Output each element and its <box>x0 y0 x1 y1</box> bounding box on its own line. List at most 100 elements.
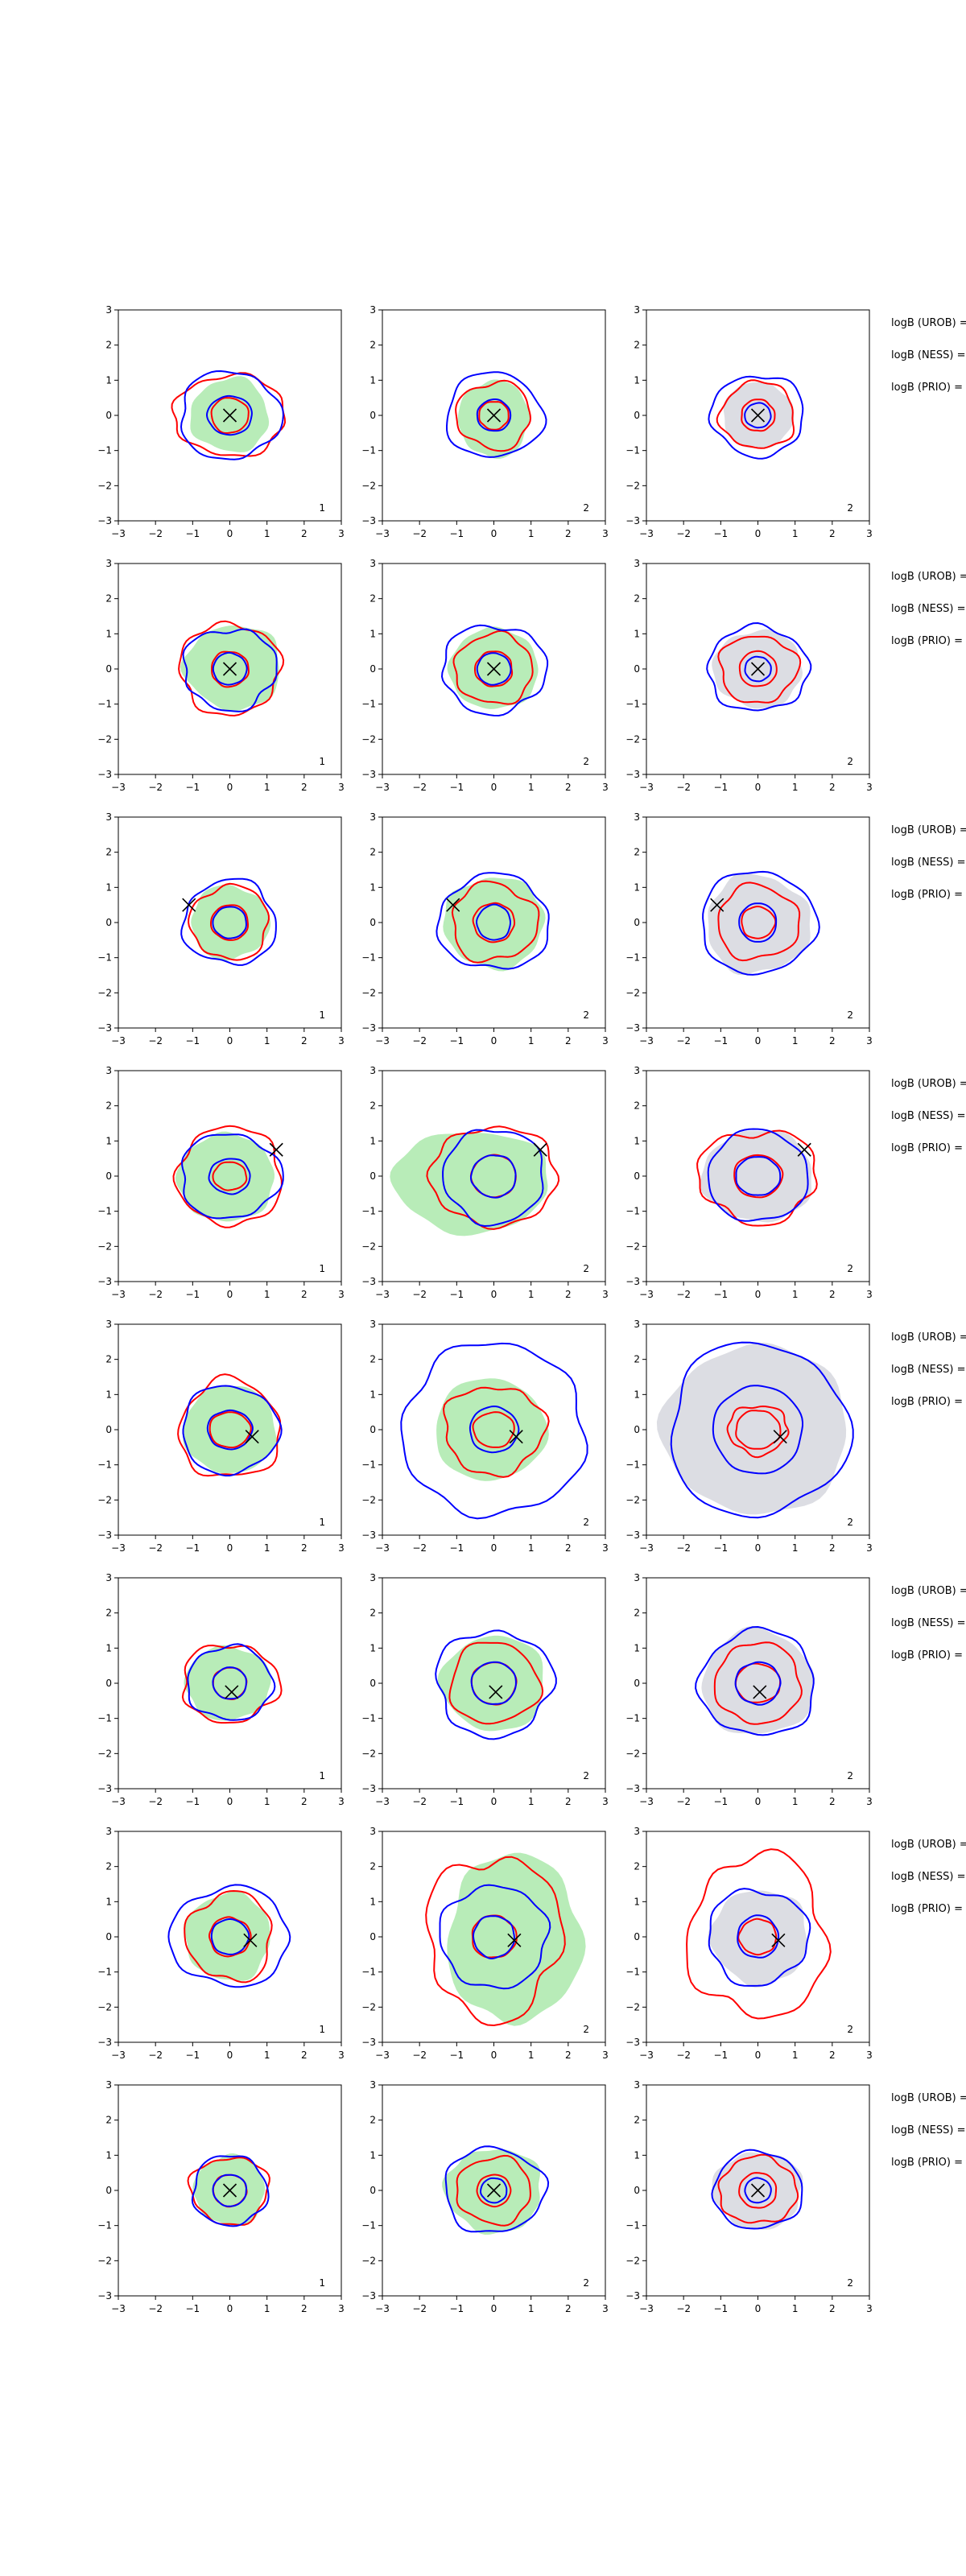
x-tick-label: 1 <box>264 1796 270 1807</box>
x-tick-label: −3 <box>375 2303 390 2314</box>
corner-label: 2 <box>583 2024 589 2035</box>
y-tick-label: −3 <box>97 1276 112 1287</box>
x-tick-label: −2 <box>676 1035 691 1046</box>
side-label: logB (PRIO) = <box>891 889 963 901</box>
blue-contour-inner <box>744 402 772 429</box>
red-contour-inner <box>212 1161 248 1191</box>
reference-marker <box>222 408 237 423</box>
blue-contour-outer <box>444 2145 550 2233</box>
y-tick-label: 0 <box>105 1931 112 1942</box>
blue-contour-inner <box>712 1385 803 1475</box>
side-label: logB (UROB) = <box>891 1078 966 1090</box>
red-contour-inner <box>476 2174 512 2208</box>
y-tick-label: 1 <box>634 1135 640 1146</box>
x-tick-label: 2 <box>829 2050 836 2061</box>
x-tick-label: −2 <box>676 782 691 793</box>
x-tick-label: −1 <box>185 782 200 793</box>
density-core <box>473 1917 514 1957</box>
x-tick-label: −2 <box>412 528 427 539</box>
x-tick-label: −1 <box>185 1542 200 1554</box>
red-contour-outer <box>686 1848 832 2020</box>
side-label: logB (UROB) = <box>891 2092 966 2104</box>
x-tick-label: 1 <box>792 2050 799 2061</box>
y-tick-label: 0 <box>105 2185 112 2196</box>
x-tick-label: 0 <box>227 528 233 539</box>
y-tick-label: 1 <box>105 881 112 893</box>
y-tick-label: −2 <box>625 1241 640 1252</box>
y-tick-label: 2 <box>105 593 112 605</box>
x-tick-label: 2 <box>301 1289 308 1300</box>
x-tick-label: −3 <box>639 782 654 793</box>
panel-r3-c2: −3−3 −2 −2 −1 −1 0 0 1 1 2 2 3 3 2 <box>361 811 609 1046</box>
y-tick-label: 1 <box>105 1642 112 1653</box>
x-tick-label: −3 <box>375 1796 390 1807</box>
x-tick-label: −1 <box>449 528 464 539</box>
red-contour-outer <box>184 1889 273 1984</box>
x-tick-label: 1 <box>264 2303 270 2314</box>
x-tick-label: 1 <box>528 2303 535 2314</box>
reference-marker <box>269 1142 283 1157</box>
y-tick-label: −2 <box>97 1748 112 1759</box>
side-label: logB (UROB) = <box>891 317 966 329</box>
y-tick-label: 2 <box>634 593 640 605</box>
y-tick-label: −3 <box>97 769 112 780</box>
y-tick-label: −2 <box>625 1748 640 1759</box>
reference-marker <box>222 2183 237 2198</box>
y-tick-label: 3 <box>634 1826 640 1837</box>
y-tick-label: 0 <box>634 663 640 675</box>
panel-r4-c2: −3 −3 −2 −2 −1 −1 0 0 1 1 2 2 3 3 2 <box>361 1065 609 1300</box>
marker-stroke <box>797 1142 811 1157</box>
x-tick-label: 2 <box>565 2303 572 2314</box>
x-tick-label: 2 <box>565 528 572 539</box>
x-tick-label: 2 <box>565 1542 572 1554</box>
x-tick-label: 3 <box>866 528 873 539</box>
x-tick-label: 3 <box>866 1542 873 1554</box>
y-tick-label: −2 <box>97 1494 112 1505</box>
blue-contour-inner <box>737 1914 780 1959</box>
y-tick-label: 2 <box>634 1100 640 1112</box>
density-core <box>209 1663 250 1703</box>
marker-stroke <box>225 1685 239 1699</box>
y-tick-label: −1 <box>625 952 640 964</box>
x-tick-label: 0 <box>227 2303 233 2314</box>
x-tick-label: 1 <box>264 2050 270 2061</box>
y-tick-label: 1 <box>105 1389 112 1400</box>
red-contour-outer <box>696 1129 818 1227</box>
y-tick-label: 0 <box>369 1170 376 1182</box>
corner-label: 2 <box>583 502 589 514</box>
x-tick-label: −2 <box>412 2303 427 2314</box>
y-tick-label: 0 <box>105 1424 112 1435</box>
x-tick-label: 0 <box>755 1289 762 1300</box>
y-tick-label: 3 <box>369 1572 376 1583</box>
x-tick-label: −1 <box>185 2303 200 2314</box>
y-tick-label: −3 <box>97 1783 112 1794</box>
density-core <box>209 902 250 943</box>
side-label: logB (NESS) = <box>891 1110 965 1122</box>
x-tick-label: 0 <box>227 2050 233 2061</box>
y-tick-label: 3 <box>634 304 640 316</box>
y-tick-label: 2 <box>634 2115 640 2126</box>
density-core <box>737 1156 778 1196</box>
density-fill <box>390 1133 548 1236</box>
y-tick-label: −1 <box>97 699 112 710</box>
marker-stroke <box>750 2183 766 2198</box>
y-tick-label: 2 <box>634 1354 640 1365</box>
reference-marker <box>797 1142 811 1157</box>
blue-contour-inner <box>734 1661 782 1706</box>
panel-r7-c1: −3 −3 −2 −2 −1 −1 0 0 1 1 2 2 3 3 1 <box>97 1826 345 2061</box>
side-label: logB (PRIO) = <box>891 1649 963 1662</box>
x-tick-label: 3 <box>866 2303 873 2314</box>
x-tick-label: 0 <box>491 1796 497 1807</box>
x-tick-label: 2 <box>301 2303 308 2314</box>
x-tick-label: −3 <box>375 782 390 793</box>
side-label: logB (UROB) = <box>891 1585 966 1597</box>
x-tick-label: −3 <box>639 1542 654 1554</box>
marker-stroke <box>243 1933 258 1947</box>
marker-stroke <box>750 408 766 423</box>
marker-stroke <box>710 898 724 912</box>
y-tick-label: 2 <box>105 847 112 858</box>
panel-r5-c2: −3−3 −2 −2 −1 −1 0 0 1 1 2 2 3 3 2 <box>361 1319 609 1554</box>
side-label: logB (PRIO) = <box>891 382 963 394</box>
y-tick-label: −1 <box>625 1206 640 1217</box>
marker-stroke <box>773 1430 787 1444</box>
